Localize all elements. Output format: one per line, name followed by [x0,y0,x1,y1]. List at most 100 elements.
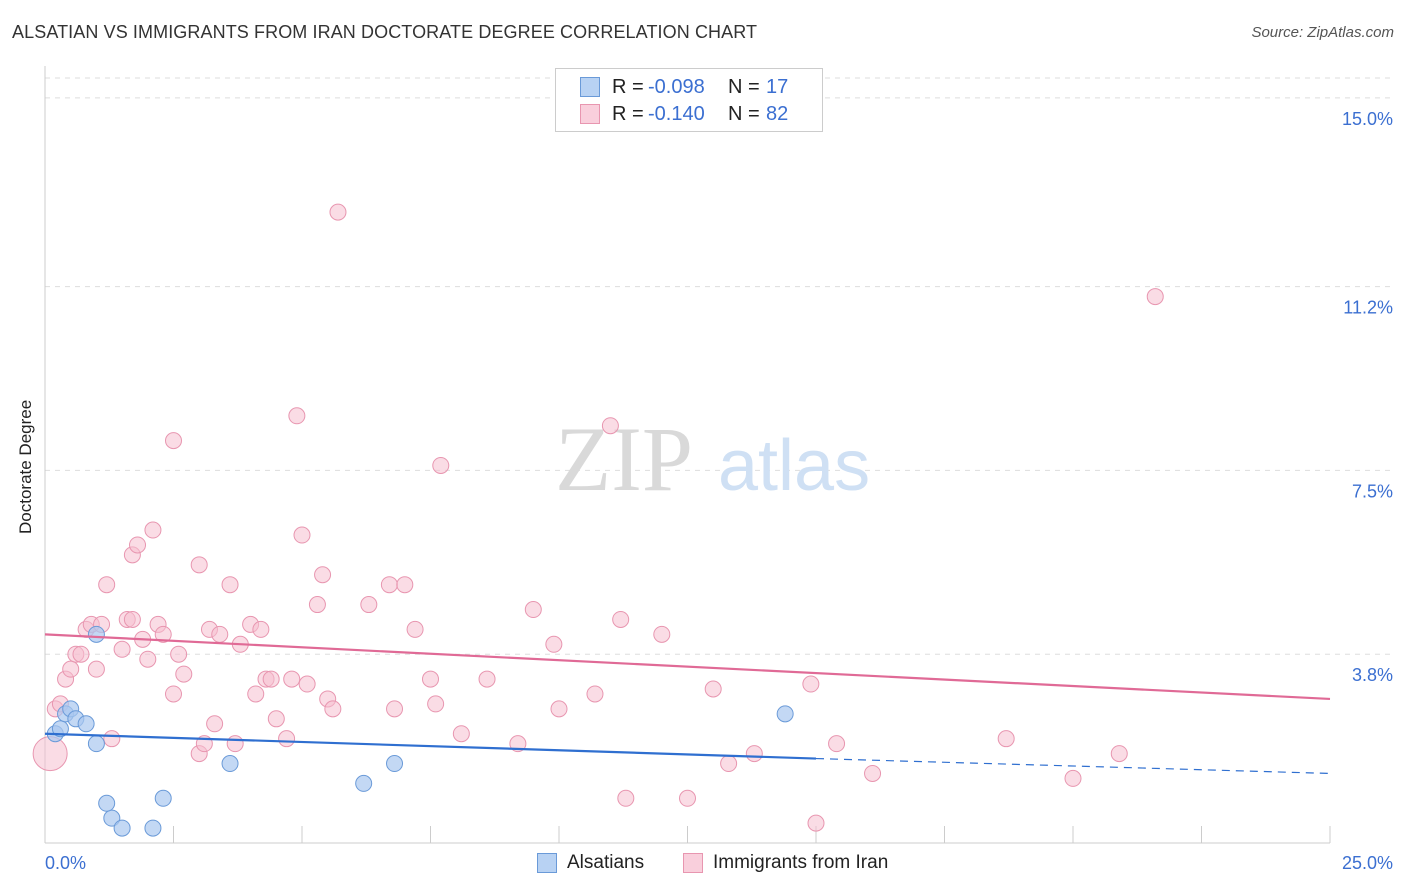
data-point-iran [422,670,439,688]
watermark-atlas: atlas [718,426,870,506]
data-point-iran [139,650,157,668]
data-point-alsatians [355,774,373,792]
bottom-legend-swatch-pink [683,853,703,873]
data-point-iran [32,736,68,772]
data-point-iran [226,735,244,753]
y-tick-label: 7.5% [1352,481,1393,501]
data-point-iran [113,640,131,658]
data-point-iran [190,556,208,574]
legend-r-label: R = [612,75,644,98]
data-point-iran [828,735,846,753]
data-point-iran [165,432,182,450]
data-point-iran [298,675,316,693]
bottom-legend-swatch-blue [537,853,557,873]
bottom-legend-label: Alsatians [567,852,645,873]
data-point-iran [175,665,193,683]
data-point-iran [478,670,496,688]
data-point-iran [601,417,619,435]
data-point-iran [221,576,239,594]
data-point-iran [432,456,450,474]
points-immigrants-from-iran [32,203,1164,832]
points-alsatians [46,625,794,837]
legend-n-label: N = [728,102,760,125]
data-point-iran [329,203,347,221]
bottom-legend-iran: Immigrants from Iran [683,852,888,874]
legend-r-value: -0.140 [648,102,705,125]
data-point-iran [1110,745,1128,763]
trend-line-alsatians-extension [815,757,1331,775]
legend-swatch-blue [580,77,600,97]
data-point-iran [72,645,90,663]
data-point-iran [211,625,229,643]
data-point-iran [704,680,722,698]
data-point-alsatians [77,715,95,733]
data-point-alsatians [776,705,794,723]
data-point-iran [509,735,527,753]
data-point-iran [293,526,311,544]
data-point-alsatians [386,755,404,773]
y-tick-label: 15.0% [1342,109,1393,129]
data-point-iran [123,610,141,628]
data-point-iran [283,670,301,688]
data-point-iran [997,730,1015,748]
stats-legend: R = -0.098 N = 17 R = -0.140 N = 82 [555,68,823,132]
bottom-legend-label: Immigrants from Iran [713,852,889,873]
data-point-alsatians [103,809,121,827]
data-point-iran [154,625,172,643]
data-point-iran [386,700,404,718]
data-point-iran [679,789,696,807]
label-layer: 3.8% 7.5% 11.2% 15.0% 0.0% 25.0% [45,109,1393,873]
grid-layer [45,77,1392,655]
bottom-legend-alsatians: Alsatians [537,852,644,874]
data-point-iran [144,521,162,539]
data-point-iran [314,566,332,584]
data-point-iran [406,620,424,638]
data-point-alsatians [113,819,131,837]
data-point-alsatians [221,755,239,773]
data-point-alsatians [87,625,105,643]
data-point-iran [586,685,604,703]
y-tick-label: 3.8% [1352,665,1393,685]
legend-row-alsatians: R = -0.098 N = 17 [580,75,788,99]
legend-n-label: N = [728,75,760,98]
data-point-iran [550,700,568,718]
legend-r-value: -0.098 [648,75,705,98]
data-point-iran [427,695,445,713]
trend-line-alsatians [44,732,817,760]
trend-line-iran [44,633,1331,701]
y-tick-label: 11.2% [1343,298,1393,318]
legend-r-label: R = [612,102,644,125]
data-point-iran [98,576,116,594]
data-point-iran [62,660,80,678]
data-point-alsatians [87,735,105,753]
data-point-iran [170,645,188,663]
data-point-iran [278,730,296,748]
data-point-iran [103,730,121,748]
data-point-iran [807,814,825,832]
data-point-iran [802,675,820,693]
data-point-iran [720,755,738,773]
data-point-iran [864,764,882,782]
data-point-iran [524,601,542,619]
data-point-alsatians [154,789,172,807]
data-point-iran [308,596,326,614]
legend-n-value: 82 [766,102,789,125]
watermark-zip: ZIP [555,408,693,510]
data-point-alsatians [144,819,162,837]
data-point-iran [653,625,671,643]
data-point-iran [545,635,563,653]
data-point-iran [617,789,635,807]
data-point-iran [360,596,378,614]
chart-title: ALSATIAN VS IMMIGRANTS FROM IRAN DOCTORA… [12,22,758,42]
data-point-iran [396,576,414,594]
watermark: ZIP atlas [555,408,870,510]
data-point-iran [745,745,763,763]
x-tick-label: 0.0% [45,853,86,873]
data-point-iran [247,685,265,703]
y-axis-label: Doctorate Degree [16,399,35,534]
data-point-iran [267,710,285,728]
data-point-iran [452,725,470,743]
data-point-iran [129,536,147,554]
axis-layer [44,66,1331,844]
